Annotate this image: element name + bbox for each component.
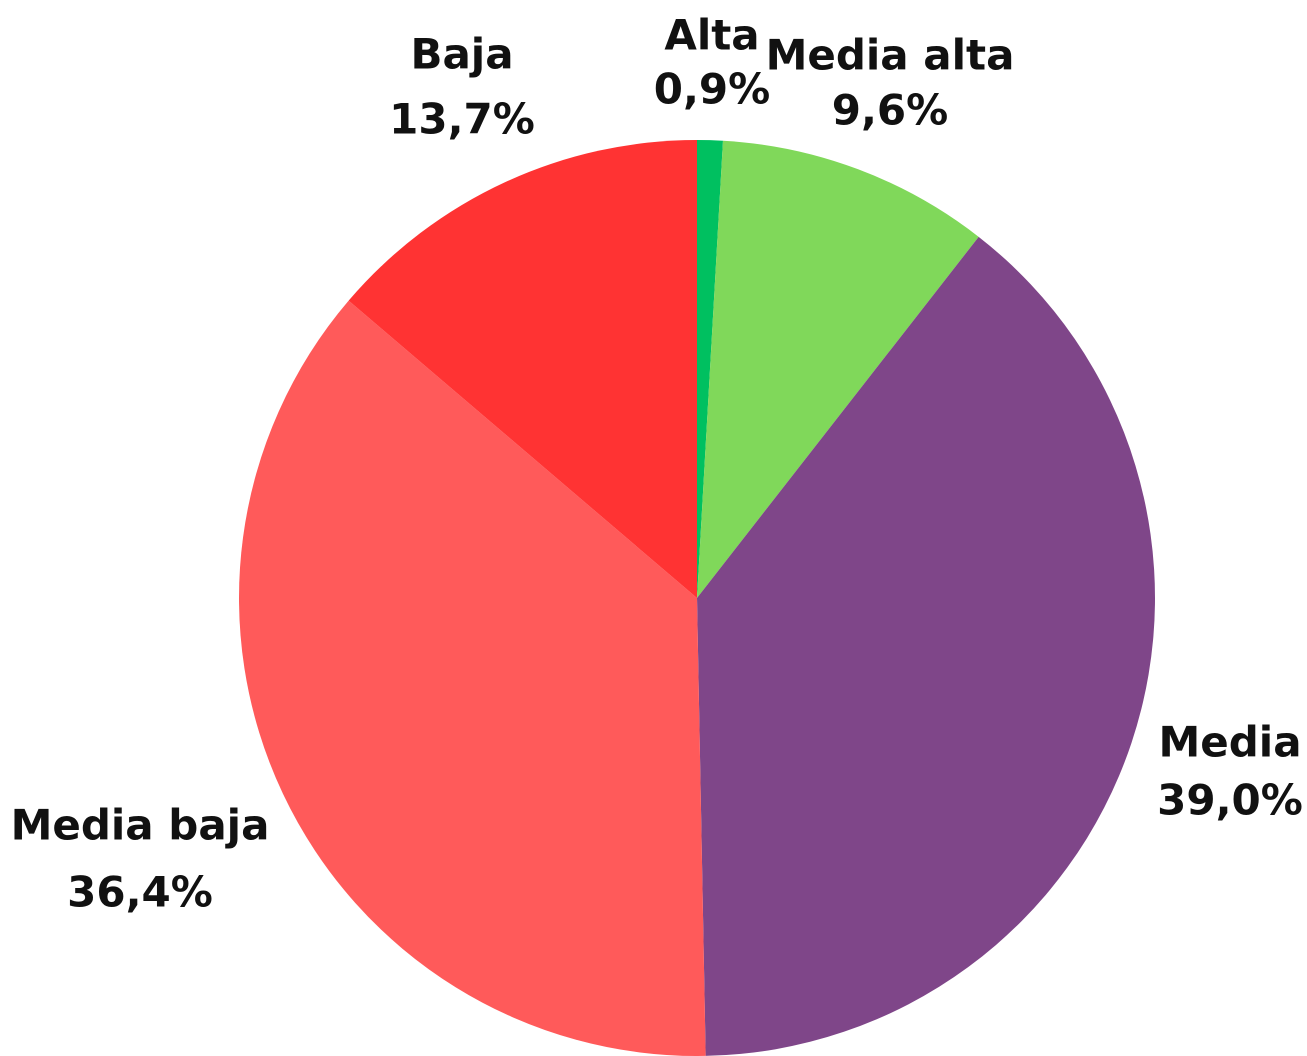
pie-slice bbox=[697, 140, 723, 598]
pie-slice bbox=[697, 140, 979, 598]
pie-slice bbox=[697, 236, 1156, 1056]
slice-value-label: 13,7% bbox=[389, 95, 535, 144]
slice-value-label: 9,6% bbox=[832, 86, 948, 135]
pie-slice bbox=[238, 300, 706, 1056]
pie-slice bbox=[348, 140, 697, 598]
slice-value-label: 36,4% bbox=[67, 868, 213, 917]
slice-label: Media baja bbox=[11, 801, 270, 850]
slice-value-label: 0,9% bbox=[654, 65, 770, 114]
slice-label: Alta bbox=[664, 11, 759, 60]
slice-label: Media alta bbox=[766, 31, 1015, 80]
slice-label: Baja bbox=[410, 30, 513, 79]
slice-value-label: 39,0% bbox=[1157, 776, 1303, 825]
slice-label: Media bbox=[1158, 718, 1301, 767]
